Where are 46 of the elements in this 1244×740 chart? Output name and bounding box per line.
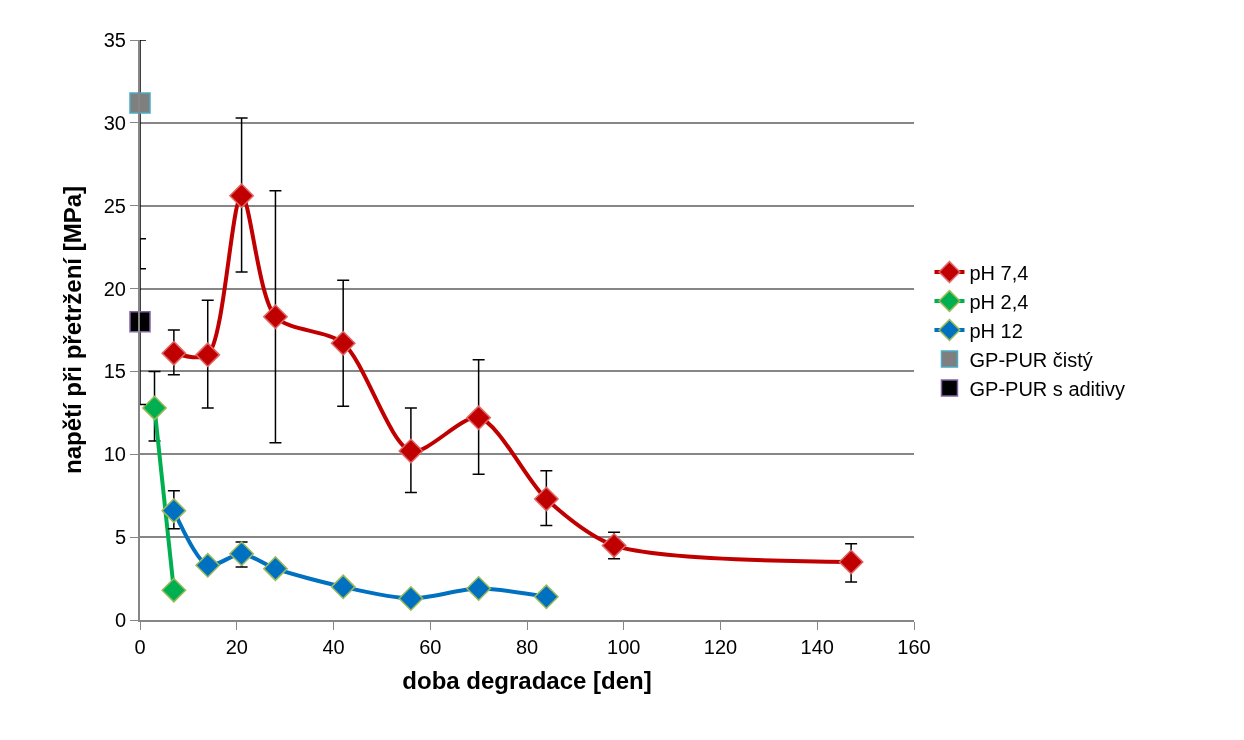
point — [601, 532, 627, 558]
point — [161, 577, 187, 603]
point — [330, 574, 356, 600]
point — [195, 552, 221, 578]
x-tick-label: 120 — [703, 636, 738, 658]
y-axis-title: napětí při přetržení [MPa] — [59, 185, 87, 475]
legend-label: pH 2,4 — [969, 290, 1029, 313]
point — [142, 395, 167, 421]
y-tick-label: 25 — [103, 194, 126, 217]
y-tick-label: 35 — [103, 29, 126, 51]
x-tick-label: 0 — [134, 636, 146, 658]
x-tick-label: 60 — [419, 636, 442, 658]
x-tick-label: 40 — [322, 636, 345, 658]
y-tick-label: 20 — [103, 277, 126, 300]
point — [161, 498, 187, 524]
x-axis-title: doba degradace [den] — [402, 666, 652, 694]
point — [466, 576, 492, 601]
legend-label: pH 12 — [969, 319, 1023, 342]
x-tick-label: 140 — [800, 636, 834, 658]
x-tick-label: 20 — [225, 636, 248, 658]
point — [229, 183, 255, 209]
point — [533, 486, 559, 512]
point — [330, 330, 356, 356]
y-tick-label: 15 — [103, 360, 126, 383]
y-tick-label: 10 — [103, 443, 126, 466]
point — [161, 340, 187, 366]
point — [129, 310, 151, 333]
y-tick-label: 5 — [114, 526, 126, 549]
point — [229, 541, 255, 567]
legend-label: GP-PUR čistý — [969, 348, 1093, 371]
point — [195, 342, 221, 368]
x-tick-label: 100 — [607, 636, 641, 658]
legend-label: pH 7,4 — [969, 261, 1029, 284]
point — [466, 405, 492, 431]
point — [263, 304, 288, 330]
point — [838, 549, 864, 575]
point — [533, 584, 559, 610]
point — [129, 92, 151, 114]
point — [398, 438, 424, 464]
y-tick-label: 30 — [103, 111, 126, 134]
point — [263, 556, 288, 582]
x-tick-label: 80 — [515, 636, 539, 658]
y-tick-label: 0 — [114, 609, 126, 631]
legend-label: GP-PUR s aditivy — [969, 377, 1126, 400]
point — [398, 586, 424, 611]
x-tick-label: 160 — [897, 636, 931, 658]
